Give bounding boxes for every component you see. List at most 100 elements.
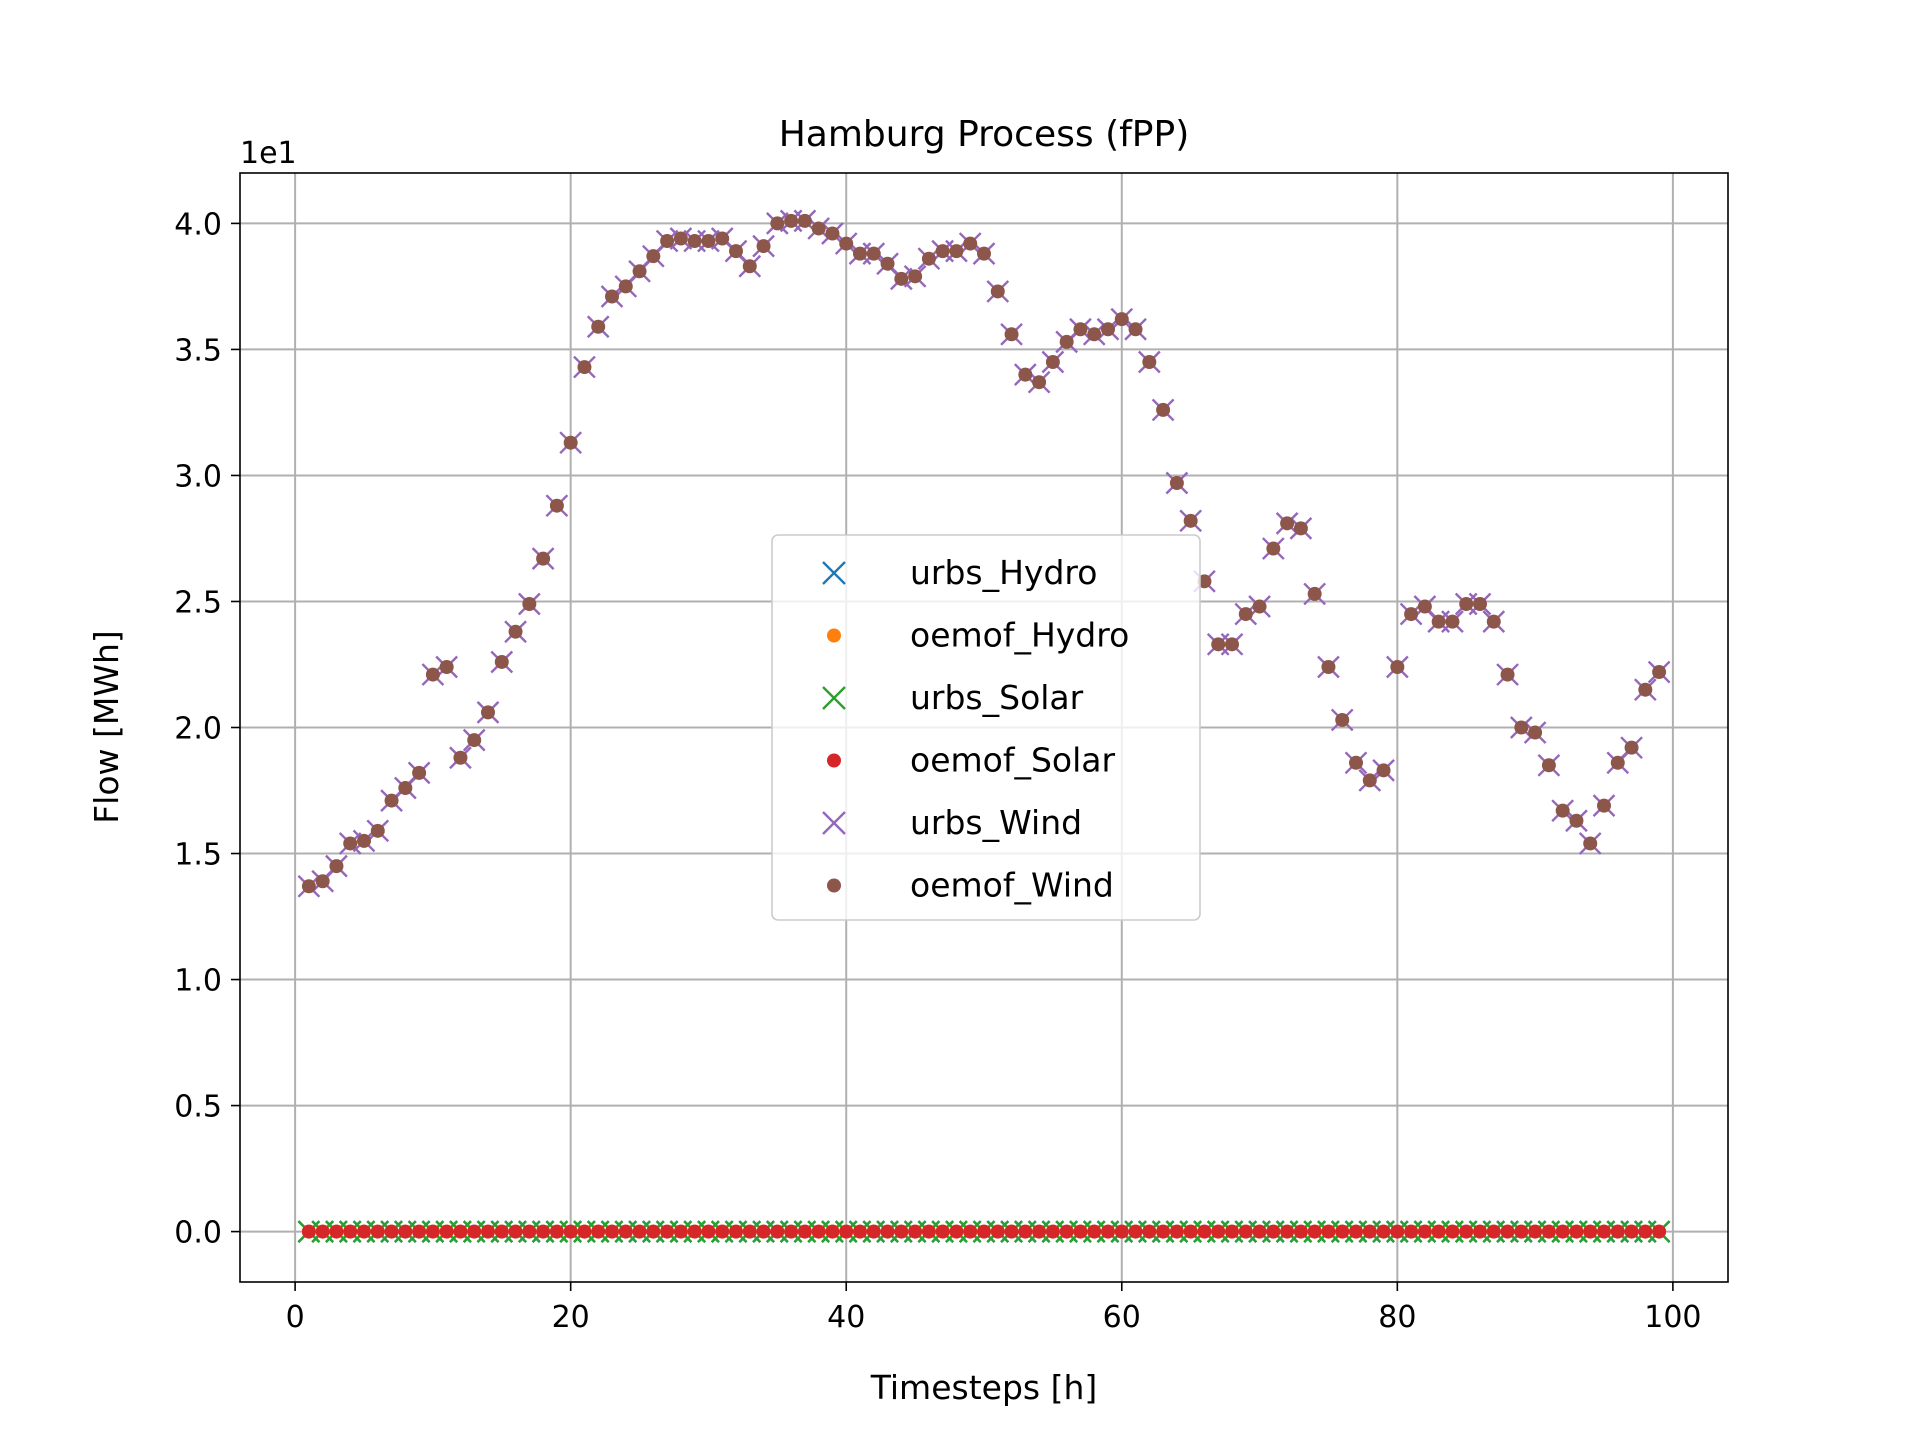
point-oemof-wind [1486, 614, 1501, 629]
point-oemof-solar [1321, 1224, 1336, 1239]
point-oemof-solar [1225, 1224, 1239, 1239]
legend-box [771, 534, 1201, 921]
point-oemof-wind [605, 289, 619, 304]
point-oemof-solar [1156, 1224, 1171, 1239]
point-oemof-solar [1349, 1224, 1363, 1239]
point-oemof-wind [825, 226, 840, 241]
point-oemof-wind [811, 221, 826, 236]
point-oemof-solar [618, 1224, 633, 1239]
point-oemof-wind [908, 269, 923, 284]
point-oemof-solar [591, 1224, 606, 1239]
chart-title: Hamburg Process (fPP) [779, 114, 1190, 155]
point-oemof-wind [701, 234, 716, 249]
legend-entry-oemof-wind: oemof_Wind [827, 866, 1114, 905]
point-oemof-wind [494, 654, 509, 669]
y-tick-label: 3.0 [174, 459, 222, 494]
point-oemof-wind [1183, 513, 1198, 528]
point-oemof-wind [1335, 712, 1350, 727]
point-oemof-wind [715, 231, 730, 246]
point-oemof-wind [301, 879, 316, 894]
point-oemof-wind [742, 259, 757, 274]
point-oemof-solar [1211, 1224, 1226, 1239]
point-oemof-solar [1238, 1224, 1253, 1239]
point-oemof-wind [1638, 682, 1653, 697]
point-oemof-wind [577, 360, 592, 375]
point-oemof-wind [591, 319, 606, 334]
point-oemof-solar [453, 1224, 468, 1239]
point-oemof-wind [990, 284, 1005, 299]
point-oemof-wind [425, 667, 440, 682]
point-oemof-wind [1376, 763, 1391, 778]
legend-entry-urbs-hydro: urbs_Hydro [822, 553, 1097, 592]
y-tick-label: 0.5 [174, 1090, 222, 1125]
legend-entry-urbs-solar: urbs_Solar [822, 678, 1084, 717]
point-oemof-solar [1638, 1224, 1653, 1239]
point-oemof-wind [536, 551, 551, 566]
point-oemof-wind [1473, 596, 1487, 611]
point-oemof-solar [1390, 1224, 1405, 1239]
point-oemof-wind [1073, 322, 1088, 337]
point-oemof-wind [1114, 312, 1129, 327]
point-oemof-solar [1252, 1224, 1267, 1239]
point-oemof-solar [729, 1224, 743, 1239]
point-oemof-solar [1142, 1224, 1157, 1239]
point-oemof-wind [1045, 355, 1060, 370]
point-oemof-wind [1555, 803, 1570, 818]
point-oemof-wind [412, 765, 427, 780]
point-oemof-solar [880, 1224, 895, 1239]
point-oemof-wind [384, 793, 399, 808]
point-oemof-solar [1059, 1224, 1074, 1239]
y-axis-label: Flow [MWh] [87, 630, 126, 824]
point-oemof-wind [1417, 599, 1432, 614]
point-oemof-solar [605, 1224, 619, 1239]
point-oemof-solar [1541, 1224, 1556, 1239]
point-oemof-wind [894, 271, 909, 286]
point-oemof-solar [1555, 1224, 1570, 1239]
point-oemof-wind [1541, 758, 1556, 773]
point-oemof-wind [1349, 755, 1363, 770]
point-oemof-wind [1101, 322, 1115, 337]
point-oemof-solar [935, 1224, 950, 1239]
point-oemof-solar [577, 1224, 592, 1239]
point-oemof-solar [1032, 1224, 1047, 1239]
point-oemof-solar [1293, 1224, 1308, 1239]
series-oemof-solar [301, 1224, 1667, 1239]
point-oemof-wind [508, 624, 523, 639]
point-oemof-wind [687, 234, 702, 249]
point-oemof-solar [522, 1224, 537, 1239]
point-oemof-wind [853, 246, 867, 261]
point-oemof-wind [481, 705, 495, 720]
point-oemof-solar [990, 1224, 1005, 1239]
point-oemof-wind [370, 823, 385, 838]
legend-marker [827, 628, 841, 643]
point-oemof-solar [1610, 1224, 1625, 1239]
point-oemof-solar [1597, 1224, 1611, 1239]
point-oemof-solar [1500, 1224, 1515, 1239]
point-oemof-wind [921, 251, 936, 266]
point-oemof-solar [357, 1224, 371, 1239]
point-oemof-wind [398, 780, 413, 795]
legend-marker [827, 878, 841, 893]
point-oemof-wind [1156, 402, 1171, 417]
point-oemof-solar [384, 1224, 399, 1239]
point-oemof-wind [1445, 614, 1460, 629]
legend-marker [822, 561, 846, 585]
legend-label: oemof_Wind [910, 866, 1114, 905]
point-oemof-wind [1500, 667, 1515, 682]
point-oemof-solar [908, 1224, 923, 1239]
y-tick-label: 0.0 [174, 1216, 222, 1251]
point-oemof-solar [549, 1224, 564, 1239]
point-oemof-solar [770, 1224, 785, 1239]
point-oemof-solar [825, 1224, 840, 1239]
point-oemof-solar [701, 1224, 716, 1239]
point-oemof-wind [1362, 773, 1377, 788]
y-tick-label: 1.5 [174, 838, 222, 873]
point-oemof-solar [425, 1224, 440, 1239]
point-oemof-wind [756, 239, 771, 254]
point-oemof-wind [522, 596, 537, 611]
point-oemof-solar [1183, 1224, 1198, 1239]
point-oemof-wind [1087, 327, 1102, 342]
series-oemof-wind [301, 213, 1667, 894]
point-oemof-solar [921, 1224, 936, 1239]
